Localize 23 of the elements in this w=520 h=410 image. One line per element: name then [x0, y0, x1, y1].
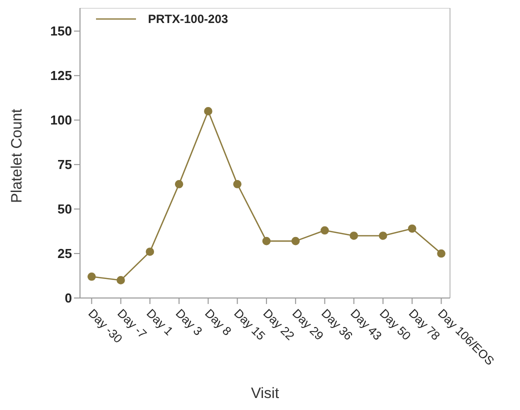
point: [291, 236, 300, 246]
point: [437, 249, 446, 258]
point: [174, 180, 184, 188]
y-tick-label: 150: [50, 24, 72, 39]
point: [146, 248, 154, 256]
point: [378, 232, 388, 240]
y-tick-label: 0: [64, 290, 72, 306]
point: [408, 224, 416, 233]
y-tick-label: 100: [50, 112, 72, 128]
y-tick-label: 50: [58, 202, 72, 217]
point: [204, 107, 212, 116]
y-axis-title: Platelet Count: [8, 108, 26, 203]
x-axis-title: Visit: [250, 385, 280, 402]
y-tick-label: 125: [50, 68, 72, 84]
y-tick-label: 25: [58, 246, 72, 262]
point: [116, 276, 125, 284]
point: [233, 180, 242, 188]
point: [88, 272, 96, 281]
legend-label: PRTX-100-203: [148, 12, 228, 26]
y-tick-label: 75: [58, 157, 72, 172]
point: [262, 236, 271, 246]
point: [320, 226, 329, 235]
point: [350, 232, 358, 240]
